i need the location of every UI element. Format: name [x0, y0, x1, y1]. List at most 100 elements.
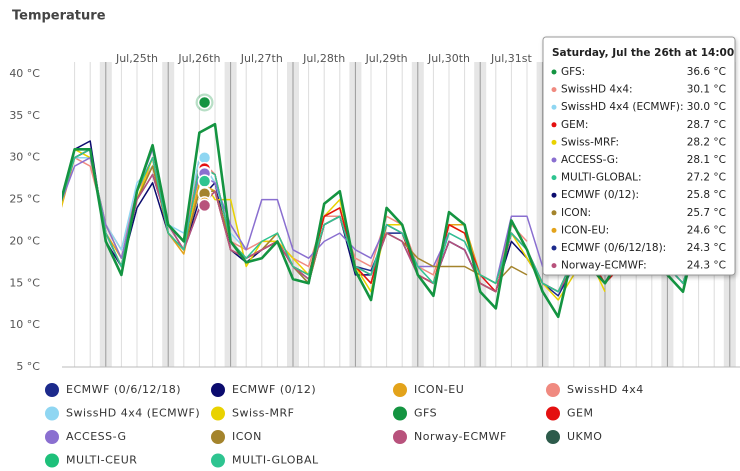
x-tick-label: Jul,30th [427, 52, 470, 65]
tooltip-bullet [551, 263, 557, 269]
legend-label: Norway-ECMWF [414, 430, 507, 443]
tooltip-bullet [551, 192, 557, 198]
hover-point [197, 95, 212, 110]
legend-item[interactable]: GEM [546, 406, 593, 421]
legend-item[interactable]: ACCESS-G [45, 430, 127, 444]
legend-marker [45, 383, 59, 397]
tooltip-name: ECMWF (0/6/12/18): [561, 242, 666, 254]
tooltip-value: 28.7 °C [687, 119, 726, 131]
hover-point [197, 198, 212, 213]
legend-marker [393, 383, 407, 397]
legend-label: UKMO [567, 430, 602, 443]
x-tick-label: Jul,25th [115, 52, 158, 65]
tooltip-value: 27.2 °C [687, 172, 726, 184]
tooltip-bullet [551, 245, 557, 251]
tooltip-value: 36.6 °C [687, 66, 726, 78]
x-tick-label: Jul,26th [177, 52, 220, 65]
legend-label: ICON [232, 430, 262, 443]
tooltip-title: Saturday, Jul the 26th at 14:00 [552, 47, 734, 59]
legend-marker [211, 406, 225, 421]
tooltip-name: GEM: [561, 119, 588, 131]
legend-item[interactable]: ECMWF (0/12) [211, 383, 316, 397]
tooltip-bullet [551, 122, 557, 128]
legend-marker [546, 383, 560, 397]
x-tick-label: Jul,31st [490, 52, 532, 65]
y-tick-label: 10 °C [9, 318, 40, 331]
x-tick-label: Jul,27th [240, 52, 283, 65]
legend-label: SwissHD 4x4 [567, 383, 644, 396]
tooltip-name: Norway-ECMWF: [561, 260, 647, 272]
tooltip-name: GFS: [561, 66, 585, 78]
legend-item[interactable]: GFS [393, 406, 437, 421]
legend-label: GFS [414, 407, 437, 420]
tooltip-value: 25.7 °C [687, 207, 726, 219]
legend-marker [393, 406, 407, 421]
legend-marker [211, 453, 225, 468]
legend-label: SwissHD 4x4 (ECMWF) [66, 407, 200, 420]
legend-marker [45, 406, 59, 421]
tooltip-bullet [551, 139, 557, 145]
legend-label: ECMWF (0/6/12/18) [66, 383, 181, 396]
legend-item[interactable]: SwissHD 4x4 [546, 383, 644, 397]
y-tick-label: 20 °C [9, 234, 40, 247]
legend-item[interactable]: UKMO [546, 430, 602, 444]
tooltip-value: 24.3 °C [687, 242, 726, 254]
tooltip-name: Swiss-MRF: [561, 136, 619, 148]
y-tick-label: 40 °C [9, 67, 40, 80]
legend-marker [45, 430, 59, 444]
tooltip-name: SwissHD 4x4: [561, 84, 633, 96]
tooltip-name: SwissHD 4x4 (ECMWF): [561, 101, 684, 113]
legend-label: ECMWF (0/12) [232, 383, 316, 396]
legend-label: GEM [567, 407, 593, 420]
tooltip-bullet [551, 69, 557, 75]
legend-marker [393, 430, 407, 444]
tooltip-value: 30.1 °C [687, 84, 726, 96]
x-tick-label: Jul,28th [302, 52, 345, 65]
legend-item[interactable]: ICON [211, 430, 262, 444]
x-tick-label: Jul,29th [365, 52, 408, 65]
y-tick-label: 5 °C [16, 360, 40, 373]
tooltip-bullet [551, 104, 557, 110]
series-line [62, 156, 513, 285]
hover-point [197, 174, 212, 188]
tooltip-bullet [551, 210, 557, 216]
legend-label: Swiss-MRF [232, 407, 294, 420]
legend-item[interactable]: Norway-ECMWF [393, 430, 507, 444]
legend-item[interactable]: ICON-EU [393, 383, 464, 397]
legend-marker [211, 383, 225, 397]
tooltip-value: 28.1 °C [687, 154, 726, 166]
tooltip-name: MULTI-GLOBAL: [561, 172, 641, 184]
series-line [62, 148, 606, 301]
y-tick-label: 30 °C [9, 151, 40, 164]
legend-marker [546, 430, 560, 444]
legend-label: ACCESS-G [66, 430, 127, 443]
y-tick-label: 35 °C [9, 109, 40, 122]
tooltip-bullet [551, 87, 557, 93]
tooltip-box [542, 36, 736, 276]
tooltip-bullet [551, 157, 557, 163]
y-tick-label: 15 °C [9, 276, 40, 289]
legend-label: MULTI-CEUR [66, 454, 137, 467]
legend-marker [211, 430, 225, 444]
tooltip-value: 30.0 °C [687, 101, 726, 113]
tooltip-value: 24.3 °C [687, 260, 726, 272]
tooltip-name: ECMWF (0/12): [561, 189, 639, 201]
tooltip-bullet [551, 175, 557, 181]
legend-item[interactable]: MULTI-GLOBAL [211, 453, 319, 468]
legend-label: MULTI-GLOBAL [232, 454, 319, 467]
legend-item[interactable]: Swiss-MRF [211, 406, 294, 421]
tooltip-value: 24.6 °C [687, 224, 726, 236]
legend-item[interactable]: MULTI-CEUR [45, 453, 137, 468]
tooltip-name: ICON: [561, 207, 591, 219]
tooltip-name: ACCESS-G: [561, 154, 618, 166]
legend-label: ICON-EU [414, 383, 464, 396]
chart-title: Temperature [12, 9, 106, 24]
legend-marker [45, 453, 59, 468]
y-tick-label: 25 °C [9, 193, 40, 206]
legend-marker [546, 406, 560, 421]
tooltip-bullet [551, 227, 557, 233]
legend-item[interactable]: ECMWF (0/6/12/18) [45, 383, 181, 397]
legend-item[interactable]: SwissHD 4x4 (ECMWF) [45, 406, 200, 421]
tooltip-value: 25.8 °C [687, 189, 726, 201]
